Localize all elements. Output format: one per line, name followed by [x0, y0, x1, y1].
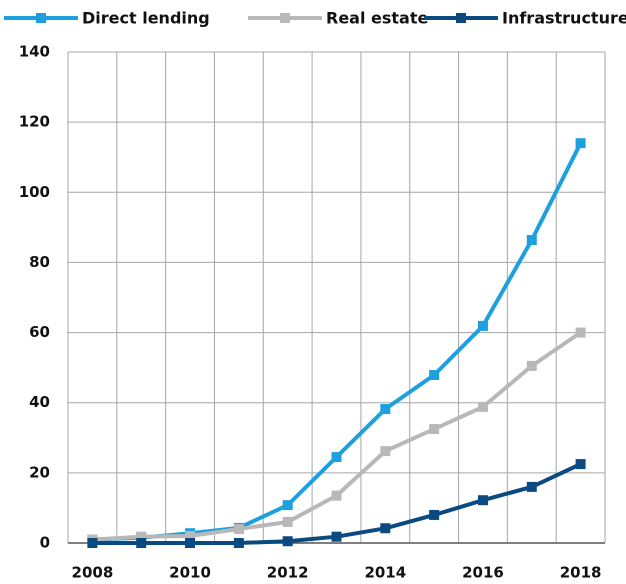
x-tick-label: 2014: [364, 564, 406, 582]
point-marker: [380, 404, 391, 415]
y-tick-label: 120: [19, 113, 50, 131]
y-tick-label: 60: [29, 323, 50, 341]
x-tick-label: 2018: [560, 564, 602, 582]
legend-label: Real estate: [326, 9, 428, 28]
point-marker: [331, 531, 342, 542]
y-tick-label: 0: [40, 534, 50, 552]
point-marker: [136, 538, 147, 548]
y-tick-label: 40: [29, 393, 50, 411]
y-tick-label: 140: [19, 43, 50, 61]
point-marker: [429, 424, 440, 435]
point-marker: [526, 481, 537, 492]
point-marker: [136, 531, 147, 542]
legend-label: Direct lending: [82, 9, 210, 28]
point-marker: [380, 446, 391, 457]
y-tick-label: 20: [29, 463, 50, 481]
point-marker: [233, 538, 244, 548]
point-marker: [185, 538, 196, 548]
point-marker: [477, 401, 488, 412]
point-marker: [429, 370, 440, 381]
point-marker: [331, 452, 342, 463]
point-marker: [331, 490, 342, 501]
point-marker: [575, 459, 586, 470]
legend-label: Infrastructure: [502, 9, 626, 28]
point-marker: [282, 536, 293, 547]
point-marker: [429, 509, 440, 520]
point-marker: [575, 327, 586, 338]
point-marker: [526, 360, 537, 371]
point-marker: [526, 234, 537, 245]
y-tick-label: 80: [29, 253, 50, 271]
point-marker: [380, 523, 391, 534]
point-marker: [477, 320, 488, 331]
x-tick-label: 2016: [462, 564, 504, 582]
point-marker: [282, 500, 293, 511]
legend-marker: [456, 13, 466, 23]
legend-marker: [280, 13, 290, 23]
point-marker: [282, 516, 293, 527]
x-tick-label: 2012: [267, 564, 309, 582]
point-marker: [233, 523, 244, 534]
legend-marker: [36, 13, 46, 23]
point-marker: [575, 138, 586, 149]
y-tick-label: 100: [19, 183, 50, 201]
point-marker: [87, 538, 98, 548]
point-marker: [185, 530, 196, 541]
x-tick-label: 2008: [72, 564, 114, 582]
point-marker: [477, 495, 488, 506]
x-tick-label: 2010: [169, 564, 211, 582]
